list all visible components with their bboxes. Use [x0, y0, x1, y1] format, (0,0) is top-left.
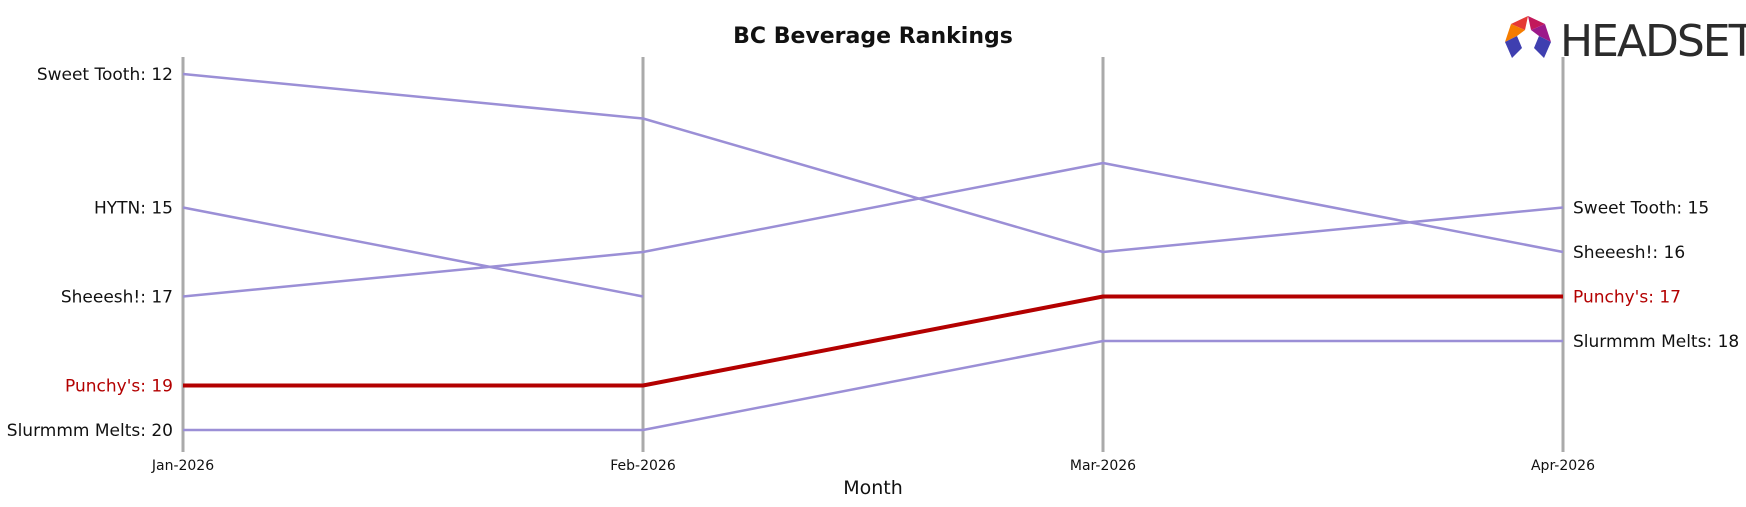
x-tick-label: Apr-2026	[1531, 458, 1595, 474]
series-line-punchy-s	[183, 294, 1563, 388]
left-rank-label: Slurmmm Melts: 20	[7, 421, 173, 441]
series-line-sweet-tooth	[182, 72, 1564, 254]
x-tick-label: Jan-2026	[151, 458, 214, 474]
left-rank-labels: Sweet Tooth: 12 HYTN: 15 Sheeesh!: 17 Punch…	[7, 65, 173, 441]
x-tick-labels: Jan-2026 Feb-2026 Mar-2026 Apr-2026	[151, 458, 1595, 474]
right-rank-label: Slurmmm Melts: 18	[1573, 332, 1739, 352]
headset-logo: HEADSET	[1505, 16, 1746, 67]
right-rank-label: Sweet Tooth: 15	[1573, 199, 1709, 219]
series-line-slurmmm-melts	[183, 339, 1563, 432]
series-line-hytn	[182, 206, 644, 298]
x-tick-label: Mar-2026	[1070, 458, 1136, 474]
left-rank-label: Punchy's: 19	[65, 377, 173, 397]
right-rank-labels: Sweet Tooth: 15 Sheeesh!: 16 Punchy's: 17 S…	[1573, 199, 1739, 353]
headset-logo-text: HEADSET	[1560, 16, 1746, 67]
left-rank-label: HYTN: 15	[94, 199, 173, 219]
right-rank-label: Sheeesh!: 16	[1573, 243, 1685, 263]
left-rank-label: Sweet Tooth: 12	[37, 65, 173, 85]
month-axis-lines	[181, 57, 1565, 452]
chart-title: BC Beverage Rankings	[733, 24, 1013, 49]
series-line-sheeesh-	[182, 161, 1564, 298]
right-rank-label: Punchy's: 17	[1573, 288, 1681, 308]
x-tick-label: Feb-2026	[610, 458, 676, 474]
headset-logo-icon	[1505, 16, 1551, 58]
series-lines	[182, 72, 1564, 432]
x-axis-label: Month	[843, 477, 903, 499]
left-rank-label: Sheeesh!: 17	[61, 288, 173, 308]
